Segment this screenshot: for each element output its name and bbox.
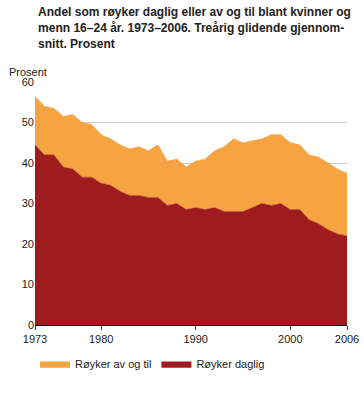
svg-text:30: 30	[22, 197, 34, 209]
svg-text:2000: 2000	[278, 333, 302, 345]
svg-text:50: 50	[22, 116, 34, 128]
svg-text:10: 10	[22, 278, 34, 290]
svg-text:1980: 1980	[89, 333, 113, 345]
svg-text:2006: 2006	[335, 333, 359, 345]
svg-text:Røyker av og til: Røyker av og til	[75, 358, 151, 370]
svg-text:Prosent: Prosent	[9, 66, 47, 78]
svg-text:Røyker daglig: Røyker daglig	[196, 358, 264, 370]
svg-text:Andel som røyker daglig eller: Andel som røyker daglig eller av og til …	[38, 5, 351, 50]
svg-text:60: 60	[22, 76, 34, 88]
svg-text:20: 20	[22, 238, 34, 250]
svg-text:0: 0	[28, 319, 34, 331]
svg-text:1990: 1990	[183, 333, 207, 345]
svg-text:1973: 1973	[23, 333, 47, 345]
svg-text:40: 40	[22, 157, 34, 169]
